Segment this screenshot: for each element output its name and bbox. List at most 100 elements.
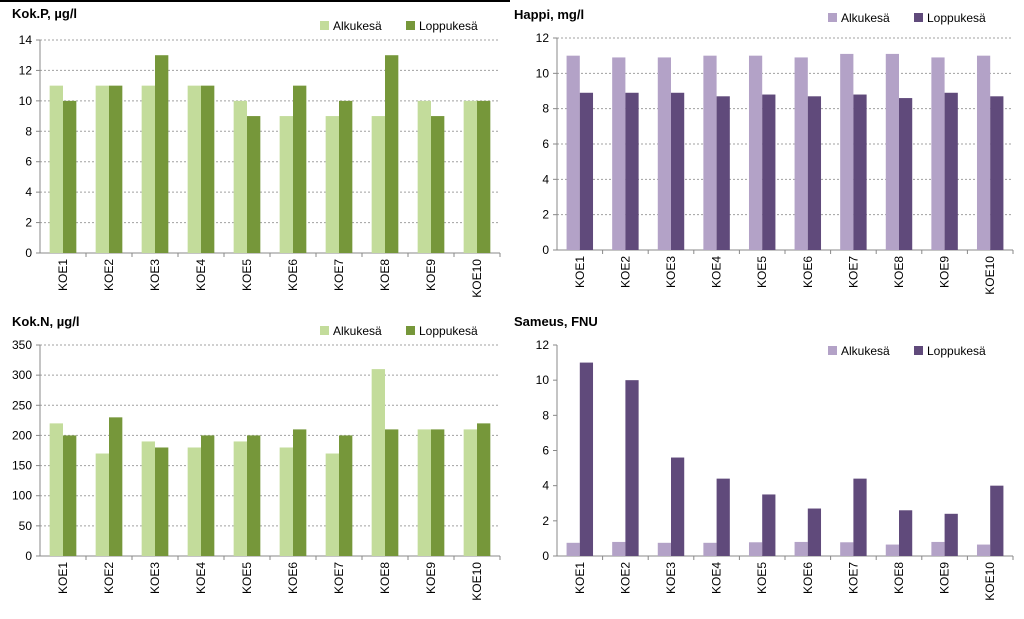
bar-loppukes-koe8 bbox=[385, 429, 399, 556]
legend-label-loppukes: Loppukesä bbox=[419, 324, 478, 338]
legend-swatch-alkukes bbox=[320, 21, 329, 30]
x-category-label: KOE5 bbox=[755, 256, 769, 288]
sameus-chart: Sameus, FNU 0 2 4 6 8 10 12 KOE1 KOE2 KOE3 KOE4 KOE5… bbox=[510, 307, 1024, 614]
bar-alkukes-koe6 bbox=[279, 447, 293, 556]
chart-title: Kok.N, µg/l bbox=[12, 314, 79, 329]
kok-p-chart-svg: Kok.P, µg/l 0 2 4 6 8 10 12 14 KOE1 KOE2 KOE3 KOE4 KO… bbox=[12, 6, 501, 298]
bar-alkukes-koe7 bbox=[840, 542, 854, 556]
bar-alkukes-koe3 bbox=[657, 542, 671, 556]
bar-alkukes-koe1 bbox=[49, 423, 63, 556]
bar-loppukes-koe5 bbox=[247, 435, 261, 556]
x-category-label: KOE7 bbox=[846, 562, 860, 594]
legend-swatch-loppukes bbox=[406, 326, 415, 335]
y-tick-label: 0 bbox=[25, 246, 32, 260]
x-category-label: KOE10 bbox=[470, 562, 484, 601]
bar-loppukes-koe10 bbox=[990, 96, 1004, 250]
bar-alkukes-koe6 bbox=[794, 57, 808, 250]
x-category-label: KOE5 bbox=[755, 562, 769, 594]
bar-alkukes-koe9 bbox=[417, 100, 431, 253]
bar-alkukes-koe3 bbox=[141, 441, 155, 556]
bar-loppukes-koe3 bbox=[671, 92, 685, 251]
bar-alkukes-koe5 bbox=[748, 55, 763, 250]
y-tick-label: 50 bbox=[19, 519, 33, 533]
bar-alkukes-koe5 bbox=[748, 542, 763, 556]
bar-loppukes-koe9 bbox=[431, 116, 445, 253]
legend-swatch-alkukes bbox=[828, 346, 837, 355]
bar-loppukes-koe10 bbox=[990, 485, 1004, 556]
y-tick-label: 2 bbox=[542, 514, 549, 528]
bar-alkukes-koe8 bbox=[885, 544, 899, 556]
bar-alkukes-koe7 bbox=[325, 116, 339, 253]
legend-label-loppukes: Loppukesä bbox=[927, 11, 986, 25]
bar-loppukes-koe6 bbox=[807, 96, 822, 250]
bar-alkukes-koe10 bbox=[463, 429, 477, 556]
x-category-label: KOE7 bbox=[846, 256, 860, 288]
bar-alkukes-koe4 bbox=[703, 55, 717, 250]
bar-alkukes-koe2 bbox=[612, 57, 626, 250]
legend-label-alkukes: Alkukesä bbox=[333, 324, 382, 338]
bar-alkukes-koe2 bbox=[95, 453, 109, 556]
kok-n-chart-svg: Kok.N, µg/l 0 50 100 150 200 250 300 350 KOE1 KOE2… bbox=[12, 314, 501, 601]
bar-loppukes-koe4 bbox=[716, 478, 730, 556]
legend-label-alkukes: Alkukesä bbox=[333, 19, 382, 33]
x-category-label: KOE9 bbox=[424, 562, 438, 594]
bar-loppukes-koe10 bbox=[477, 423, 491, 556]
bar-alkukes-koe5 bbox=[233, 441, 247, 556]
y-tick-label: 0 bbox=[542, 549, 549, 563]
y-tick-label: 200 bbox=[12, 428, 32, 442]
bar-loppukes-koe5 bbox=[247, 116, 261, 253]
bar-loppukes-koe3 bbox=[155, 55, 169, 253]
bar-alkukes-koe1 bbox=[566, 542, 580, 556]
bar-alkukes-koe3 bbox=[141, 85, 155, 254]
bar-loppukes-koe10 bbox=[477, 100, 491, 253]
legend-swatch-loppukes bbox=[914, 13, 923, 22]
bar-loppukes-koe1 bbox=[579, 92, 594, 251]
bar-loppukes-koe7 bbox=[853, 94, 867, 251]
x-category-label: KOE8 bbox=[892, 562, 906, 594]
y-tick-label: 2 bbox=[542, 208, 549, 222]
x-category-label: KOE4 bbox=[710, 256, 724, 288]
bar-loppukes-koe9 bbox=[944, 513, 958, 556]
y-tick-label: 10 bbox=[19, 94, 33, 108]
bar-alkukes-koe4 bbox=[187, 447, 201, 556]
x-category-label: KOE7 bbox=[332, 259, 346, 291]
y-tick-label: 6 bbox=[542, 444, 549, 458]
legend-label-loppukes: Loppukesä bbox=[927, 344, 986, 358]
bar-alkukes-koe1 bbox=[566, 55, 580, 250]
bar-alkukes-koe5 bbox=[233, 100, 247, 253]
x-category-label: KOE3 bbox=[664, 256, 678, 288]
x-category-label: KOE4 bbox=[194, 259, 208, 291]
x-category-label: KOE1 bbox=[56, 562, 70, 594]
x-category-label: KOE2 bbox=[618, 562, 632, 594]
bar-loppukes-koe1 bbox=[63, 100, 77, 253]
x-category-label: KOE1 bbox=[573, 562, 587, 594]
bar-loppukes-koe7 bbox=[853, 478, 867, 556]
x-category-label: KOE10 bbox=[983, 562, 997, 601]
x-category-label: KOE10 bbox=[983, 256, 997, 295]
x-category-label: KOE7 bbox=[332, 562, 346, 594]
kok-n-chart: Kok.N, µg/l 0 50 100 150 200 250 300 350 KOE1 KOE2… bbox=[0, 307, 510, 614]
x-category-label: KOE2 bbox=[102, 259, 116, 291]
bar-loppukes-koe2 bbox=[625, 380, 639, 556]
x-category-label: KOE5 bbox=[240, 259, 254, 291]
bar-loppukes-koe4 bbox=[201, 85, 215, 254]
x-category-label: KOE9 bbox=[938, 562, 952, 594]
x-category-label: KOE3 bbox=[148, 259, 162, 291]
bar-alkukes-koe6 bbox=[794, 541, 808, 556]
bar-loppukes-koe8 bbox=[899, 98, 913, 250]
bar-alkukes-koe4 bbox=[187, 85, 201, 254]
x-category-label: KOE6 bbox=[801, 562, 815, 594]
x-category-label: KOE6 bbox=[801, 256, 815, 288]
bar-alkukes-koe10 bbox=[463, 100, 477, 253]
bar-alkukes-koe2 bbox=[612, 541, 626, 556]
y-tick-label: 14 bbox=[19, 33, 33, 47]
bar-alkukes-koe9 bbox=[931, 57, 945, 250]
bar-loppukes-koe5 bbox=[762, 494, 776, 556]
y-tick-label: 8 bbox=[25, 124, 32, 138]
bar-loppukes-koe6 bbox=[293, 429, 307, 556]
bar-alkukes-koe7 bbox=[325, 453, 339, 556]
x-category-label: KOE10 bbox=[470, 259, 484, 298]
y-tick-label: 8 bbox=[542, 102, 549, 116]
y-tick-label: 0 bbox=[542, 243, 549, 257]
bar-loppukes-koe1 bbox=[579, 362, 594, 556]
